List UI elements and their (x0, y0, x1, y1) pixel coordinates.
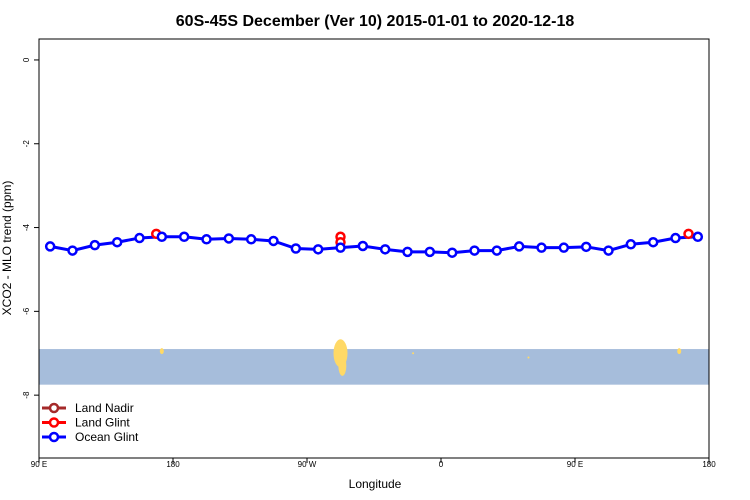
ocean-glint-point (469, 245, 480, 256)
ocean-glint-point (625, 239, 637, 250)
ocean-glint-point (178, 231, 190, 243)
ocean-glint-point (312, 244, 324, 255)
ocean-glint-point (67, 245, 78, 256)
ocean-glint-point (201, 234, 212, 245)
ocean-glint-point (580, 241, 592, 253)
legend-swatch-marker (48, 417, 60, 428)
land-patch (159, 348, 164, 355)
y-tick-label: -6 (22, 307, 31, 315)
x-axis-label: Longitude (349, 477, 402, 491)
ocean-glint-point (290, 243, 302, 254)
x-tick-label: 90 W (298, 460, 317, 469)
y-axis-label: XCO2 - MLO trend (ppm) (0, 181, 14, 316)
x-tick-label: 90 E (31, 460, 47, 469)
legend-label: Ocean Glint (75, 430, 139, 444)
ocean-glint-point (111, 236, 123, 248)
legend-swatch-marker (48, 431, 60, 443)
legend-label: Land Nadir (75, 401, 134, 415)
x-tick-label: 90 E (567, 460, 583, 469)
ocean-glint-point (692, 231, 704, 243)
land-patch (677, 348, 682, 355)
ocean-glint-point (268, 235, 279, 247)
x-tick-label: 180 (702, 460, 716, 469)
land-glint-point (683, 228, 694, 240)
y-tick-label: -8 (22, 391, 31, 399)
legend-item-ocean-glint: Ocean Glint (42, 430, 139, 444)
ocean-glint-point (670, 232, 681, 244)
ocean-glint-point (335, 242, 346, 253)
ocean-glint-point (89, 239, 101, 251)
legend-swatch-marker (48, 402, 60, 414)
y-tick-label: 0 (22, 57, 31, 62)
ocean-glint-point (156, 231, 168, 243)
plot-frame (38, 38, 710, 459)
legend-label: Land Glint (75, 416, 130, 430)
legend-item-land-nadir: Land Nadir (42, 401, 134, 415)
legend-item-land-glint: Land Glint (42, 416, 130, 430)
ocean-glint-point (379, 244, 391, 255)
ocean-strip (39, 349, 709, 385)
chart-title: 60S-45S December (Ver 10) 2015-01-01 to … (176, 13, 575, 30)
land-patch (412, 352, 415, 355)
map-band (39, 339, 709, 385)
ocean-glint-point (44, 241, 56, 252)
ocean-glint-point (491, 245, 503, 256)
ocean-glint-point (402, 246, 413, 258)
y-axis: 0 -2 -4 -6 -8 (22, 57, 39, 399)
ocean-glint-point (424, 246, 436, 258)
land-patch (527, 356, 530, 359)
ocean-glint-point (134, 232, 145, 244)
ocean-glint-point (558, 242, 570, 253)
ocean-glint-point (446, 247, 458, 258)
x-axis: 90 E 180 90 W 0 90 E 180 (31, 458, 716, 469)
series-layer (44, 228, 704, 258)
ocean-glint-point (223, 233, 235, 244)
y-tick-label: -4 (22, 223, 31, 231)
x-tick-label: 180 (166, 460, 180, 469)
ocean-glint-point (357, 240, 369, 252)
y-tick-label: -2 (22, 140, 31, 148)
ocean-glint-line (49, 235, 698, 255)
x-tick-label: 0 (439, 460, 444, 469)
ocean-glint-point (245, 234, 257, 245)
ocean-glint-point (513, 241, 525, 252)
ocean-glint-point (647, 236, 659, 248)
ocean-glint-point (536, 242, 547, 253)
land-patch (338, 355, 347, 376)
ocean-glint-point (603, 245, 614, 256)
